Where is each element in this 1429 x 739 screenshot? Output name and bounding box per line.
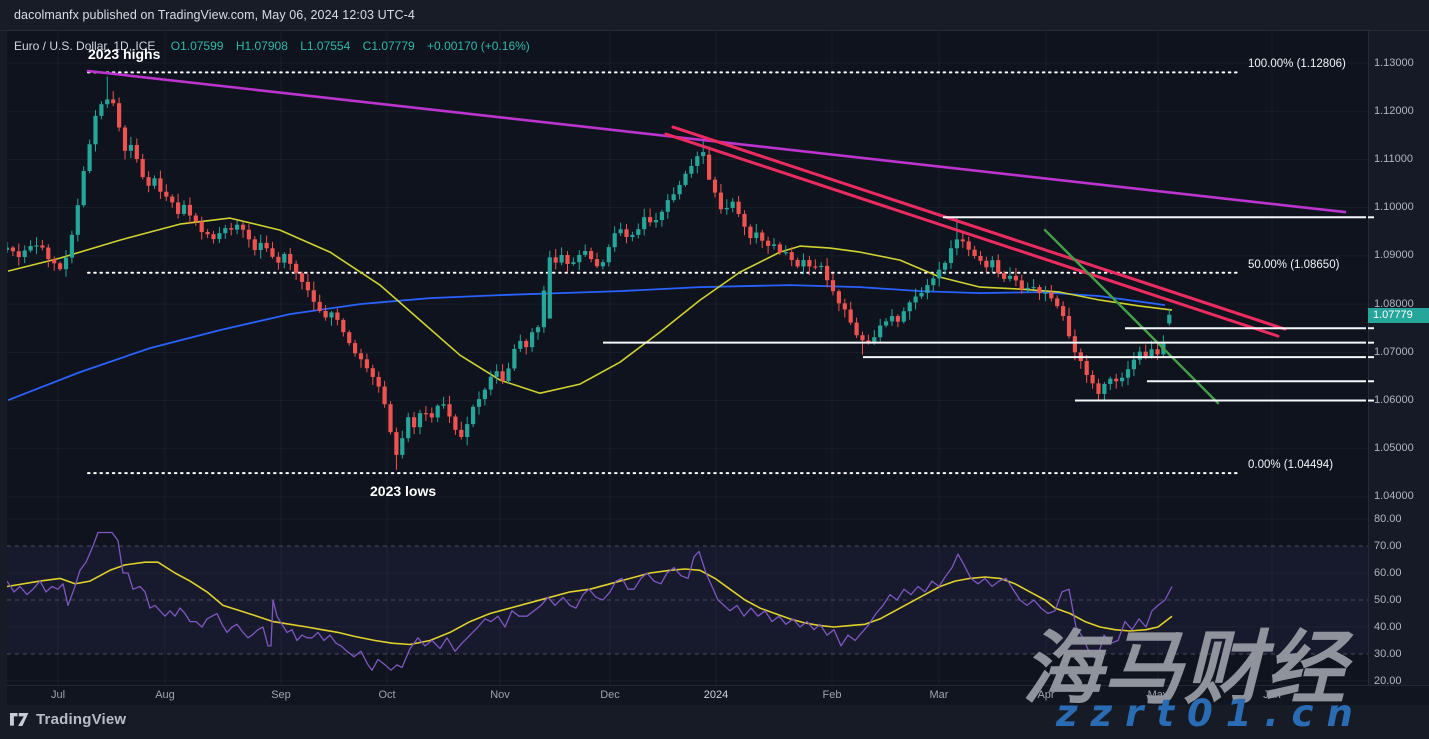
time-axis-strip: [7, 685, 1429, 706]
watermark-url-text: zzrt01.cn: [1056, 692, 1366, 735]
tradingview-logo-icon: [10, 713, 29, 726]
publish-attribution: dacolmanfx published on TradingView.com,…: [14, 8, 415, 22]
tradingview-brand[interactable]: TradingView: [10, 711, 126, 728]
footer-bar: [0, 705, 1429, 739]
publish-bar: dacolmanfx published on TradingView.com,…: [0, 0, 1429, 31]
price-axis-pane: [1368, 30, 1429, 685]
tradingview-brand-label: TradingView: [36, 711, 127, 728]
